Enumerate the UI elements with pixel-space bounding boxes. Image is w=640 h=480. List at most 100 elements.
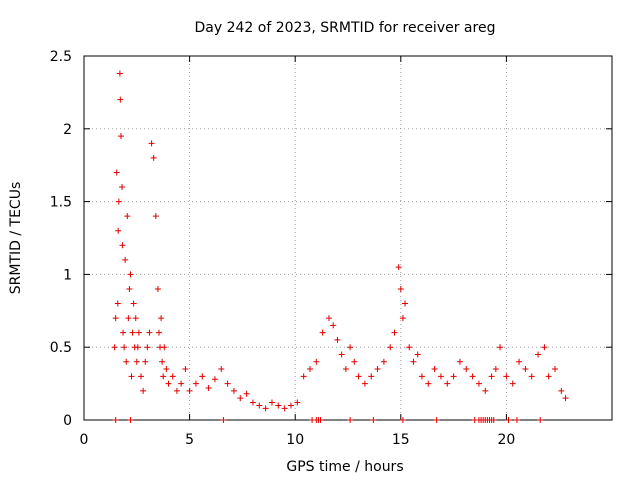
axes: 0 5 10 15 20 0 0.5 1 1.5 2 2.5 — [50, 49, 613, 448]
data-point — [126, 285, 133, 292]
y-tick-label: 2 — [63, 122, 72, 138]
data-point — [522, 366, 529, 373]
data-point — [154, 285, 161, 292]
data-point — [165, 380, 172, 387]
data-point — [294, 399, 301, 406]
data-point — [475, 380, 482, 387]
data-point — [186, 387, 193, 394]
zero-data-point — [433, 417, 440, 423]
data-point — [399, 315, 406, 322]
data-point — [205, 384, 212, 391]
data-point — [112, 315, 119, 322]
data-point — [431, 366, 438, 373]
data-point — [211, 376, 218, 383]
data-point — [160, 373, 167, 380]
data-point — [178, 380, 185, 387]
data-point — [120, 329, 127, 336]
data-point — [482, 387, 489, 394]
grid — [84, 56, 612, 420]
data-point — [159, 358, 166, 365]
zero-data-point — [505, 417, 512, 423]
data-point — [119, 242, 126, 249]
data-point — [163, 366, 170, 373]
data-point — [492, 366, 499, 373]
data-point — [397, 285, 404, 292]
data-point — [116, 70, 123, 77]
data-point — [528, 373, 535, 380]
data-point — [132, 315, 139, 322]
data-point — [243, 390, 250, 397]
data-point — [152, 213, 159, 220]
data-point — [380, 358, 387, 365]
data-point — [129, 329, 136, 336]
data-point — [444, 380, 451, 387]
zero-data-point — [537, 417, 544, 423]
data-point — [155, 329, 162, 336]
zero-data-point — [347, 417, 354, 423]
data-point — [199, 373, 206, 380]
data-point — [551, 366, 558, 373]
data-point — [140, 387, 147, 394]
data-point — [121, 344, 128, 351]
data-point — [130, 300, 137, 307]
data-point — [437, 373, 444, 380]
data-point — [262, 405, 269, 412]
data-point — [119, 184, 126, 191]
data-point — [300, 373, 307, 380]
data-point — [128, 373, 135, 380]
data-point — [342, 366, 349, 373]
data-point — [122, 256, 129, 263]
zero-data-point — [490, 417, 497, 423]
data-point — [558, 387, 565, 394]
data-point — [535, 351, 542, 358]
data-point — [115, 198, 122, 205]
data-point — [123, 358, 130, 365]
data-point — [192, 380, 199, 387]
data-point — [268, 399, 275, 406]
data-point — [133, 358, 140, 365]
y-tick-label: 1 — [63, 267, 72, 283]
y-axis-label: SRMTID / TECUs — [8, 182, 24, 295]
zero-data-point — [399, 417, 406, 423]
data-point — [395, 264, 402, 271]
data-point — [313, 358, 320, 365]
data-point — [351, 358, 358, 365]
data-point — [402, 300, 409, 307]
zero-data-point — [370, 417, 377, 423]
data-point — [509, 380, 516, 387]
data-point — [148, 140, 155, 147]
data-point — [230, 387, 237, 394]
data-point — [387, 344, 394, 351]
data-point — [224, 380, 231, 387]
x-tick-label: 15 — [392, 432, 410, 448]
data-point — [319, 329, 326, 336]
data-points — [111, 70, 569, 423]
data-point — [114, 300, 121, 307]
data-point — [115, 227, 122, 234]
data-point — [218, 366, 225, 373]
data-point — [410, 358, 417, 365]
data-point — [281, 405, 288, 412]
data-point — [374, 366, 381, 373]
data-point — [361, 380, 368, 387]
data-point — [117, 133, 124, 140]
data-point — [450, 373, 457, 380]
data-point — [541, 344, 548, 351]
data-point — [117, 96, 124, 103]
data-point — [173, 387, 180, 394]
y-tick-label: 1.5 — [50, 195, 72, 211]
data-point — [150, 154, 157, 161]
data-point — [146, 329, 153, 336]
y-tick-label: 2.5 — [50, 49, 72, 65]
data-point — [182, 366, 189, 373]
data-point — [134, 344, 141, 351]
data-point — [347, 344, 354, 351]
data-point — [469, 373, 476, 380]
data-point — [135, 329, 142, 336]
data-point — [256, 402, 263, 409]
data-point — [158, 315, 165, 322]
data-point — [516, 358, 523, 365]
data-point — [169, 373, 176, 380]
